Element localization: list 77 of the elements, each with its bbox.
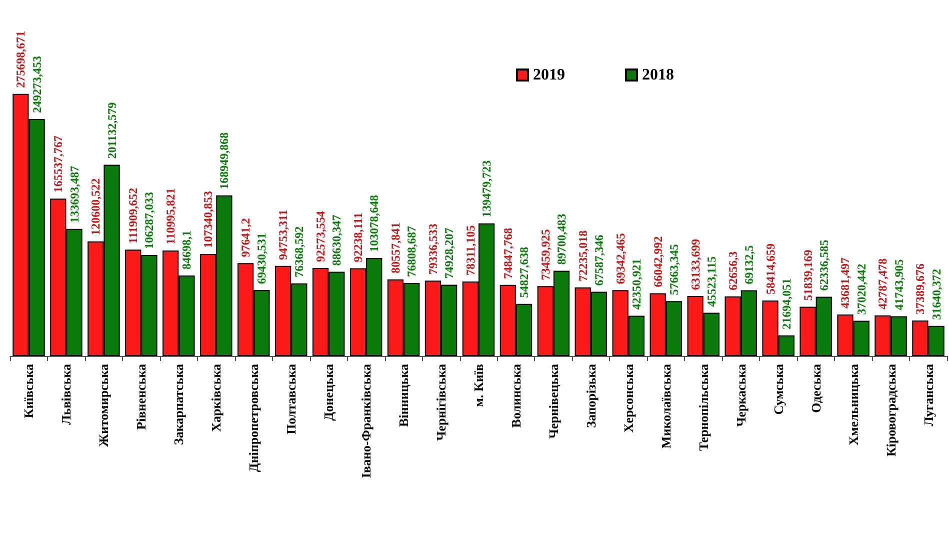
legend-label: 2019 [533, 66, 565, 84]
x-tick-label: Харківська [208, 364, 224, 432]
x-tick-label: Херсонська [620, 364, 636, 433]
data-label: 69132,5 [742, 245, 756, 284]
x-tick-label: м. Київ [471, 364, 486, 407]
data-label: 78311,105 [463, 225, 478, 276]
data-label: 89700,483 [554, 214, 569, 265]
data-label: 201132,579 [104, 102, 119, 159]
x-tick-label: Закарпатська [171, 364, 186, 446]
x-tick-label: Чернівецька [546, 364, 561, 439]
data-label: 67587,346 [592, 234, 606, 286]
data-label: 165537,767 [51, 136, 66, 193]
data-label: 51839,169 [800, 250, 815, 301]
x-tick-label: Миколаївська [658, 364, 674, 448]
data-label: 168949,868 [217, 132, 232, 190]
data-label: 106287,033 [142, 192, 156, 249]
data-label: 103078,648 [367, 195, 382, 252]
x-tick-label: Тернопільська [696, 364, 711, 451]
data-label: 275698,671 [14, 30, 28, 88]
data-label: 94753,311 [276, 210, 290, 260]
data-label: 80557,841 [388, 222, 402, 274]
x-tick-label: Кіровоградська [883, 364, 898, 457]
x-tick-label: Полтавська [284, 364, 299, 434]
x-tick-label: Львівська [58, 364, 74, 425]
data-label: 69430,531 [254, 232, 269, 284]
x-tick-label: Івано-Франківська [358, 364, 374, 478]
data-label: 79336,533 [426, 224, 440, 275]
data-label: 62656,3 [726, 251, 740, 290]
data-label: 88630,347 [330, 214, 344, 266]
data-label: 133693,487 [67, 166, 82, 223]
data-label: 57663,345 [666, 244, 681, 296]
data-label: 84698,1 [180, 230, 194, 270]
x-tick-label: Волинська [508, 364, 524, 428]
data-label: 139479,723 [480, 160, 494, 218]
x-tick-label: Вінницька [396, 364, 412, 427]
x-tick-label: Луганська [920, 364, 936, 426]
data-label: 66042,992 [650, 236, 665, 288]
data-label: 76368,592 [292, 226, 306, 278]
x-tick-label: Хмельницька [846, 364, 861, 446]
x-tick-label: Донецька [321, 364, 336, 421]
data-label: 42787,478 [876, 258, 890, 310]
data-label: 42350,921 [629, 258, 644, 310]
data-label: 97641,2 [238, 218, 253, 258]
data-label: 58414,659 [763, 243, 778, 294]
data-label: 54827,638 [517, 246, 532, 298]
data-label: 120600,522 [88, 178, 103, 236]
data-label: 110995,821 [164, 188, 178, 244]
data-label: 63133,699 [688, 238, 702, 290]
data-label: 62336,585 [816, 240, 831, 291]
data-label: 111909,652 [126, 188, 140, 244]
data-label: 92238,111 [351, 212, 365, 262]
data-label: 249273,453 [30, 56, 44, 114]
data-label: 74928,207 [442, 228, 456, 279]
data-label: 31640,372 [929, 268, 944, 320]
x-tick-label: Рівненська [134, 364, 149, 430]
data-label: 107340,853 [201, 190, 216, 248]
x-tick-label: Чернігівська [434, 364, 449, 441]
data-label: 92573,554 [314, 210, 328, 262]
data-label: 69342,465 [613, 233, 628, 284]
data-label: 73459,925 [538, 229, 552, 280]
data-label: 43681,497 [838, 257, 852, 308]
x-tick-label: Запорізька [583, 364, 598, 428]
x-tick-label: Одеська [808, 364, 824, 413]
data-label: 37389,676 [913, 263, 928, 314]
x-tick-label: Черкаська [733, 364, 748, 427]
data-label: 45523,115 [704, 256, 718, 307]
data-label: 21694,051 [779, 278, 794, 330]
x-tick-label: Сумська [770, 364, 786, 415]
x-tick-label: Дніпропетровська [246, 364, 262, 472]
data-label: 74847,768 [500, 228, 515, 279]
x-tick-label: Київська [21, 364, 36, 418]
x-tick-label: Житомирська [96, 364, 112, 447]
data-label: 76808,687 [404, 226, 419, 277]
legend-label: 2018 [642, 66, 674, 84]
data-label: 41743,905 [892, 259, 906, 310]
data-label: 37020,442 [854, 264, 868, 315]
data-label: 72235,018 [576, 230, 590, 282]
